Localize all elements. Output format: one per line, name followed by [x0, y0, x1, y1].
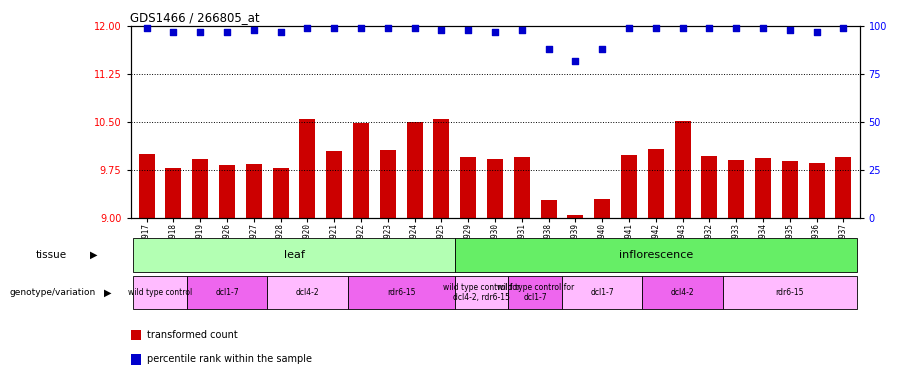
Point — [381, 25, 395, 31]
Bar — [454, 276, 508, 309]
Bar — [562, 276, 643, 309]
Point — [729, 25, 743, 31]
Bar — [460, 157, 476, 218]
Bar — [723, 276, 857, 309]
Point — [756, 25, 770, 31]
Bar — [187, 276, 267, 309]
Text: GDS1466 / 266805_at: GDS1466 / 266805_at — [130, 11, 260, 24]
Point — [408, 25, 422, 31]
Point — [675, 25, 689, 31]
Bar — [380, 150, 396, 217]
Point — [434, 27, 448, 33]
Bar — [755, 158, 771, 218]
Bar — [835, 157, 851, 218]
Text: tissue: tissue — [36, 250, 68, 260]
Point — [595, 46, 609, 52]
Point — [166, 29, 181, 35]
Text: rdr6-15: rdr6-15 — [387, 288, 416, 297]
Bar — [267, 276, 347, 309]
Text: leaf: leaf — [284, 250, 304, 260]
Point — [622, 25, 636, 31]
Bar — [300, 118, 315, 218]
Bar — [675, 121, 690, 218]
Text: wild type control for
dcl1-7: wild type control for dcl1-7 — [497, 283, 574, 302]
Bar — [353, 123, 369, 218]
Text: dcl1-7: dcl1-7 — [215, 288, 238, 297]
Bar — [643, 276, 723, 309]
Bar — [508, 276, 562, 309]
Point — [193, 29, 207, 35]
Bar — [246, 164, 262, 218]
Point — [488, 29, 502, 35]
Point — [301, 25, 315, 31]
Point — [568, 58, 582, 64]
Point — [542, 46, 556, 52]
Bar — [139, 154, 155, 218]
Bar — [621, 155, 637, 218]
Point — [220, 29, 234, 35]
Bar — [219, 165, 235, 218]
Text: percentile rank within the sample: percentile rank within the sample — [147, 354, 311, 364]
Point — [274, 29, 288, 35]
Text: wild type control for
dcl4-2, rdr6-15: wild type control for dcl4-2, rdr6-15 — [443, 283, 520, 302]
Bar — [541, 200, 556, 217]
Text: inflorescence: inflorescence — [618, 250, 693, 260]
Bar — [701, 156, 717, 218]
Bar — [594, 199, 610, 217]
Text: genotype/variation: genotype/variation — [9, 288, 95, 297]
Bar — [728, 160, 744, 218]
Bar — [454, 238, 857, 272]
Point — [354, 25, 368, 31]
Point — [461, 27, 475, 33]
Point — [836, 25, 850, 31]
Point — [649, 25, 663, 31]
Point — [247, 27, 261, 33]
Bar — [434, 118, 449, 218]
Bar — [808, 164, 824, 218]
Text: dcl1-7: dcl1-7 — [590, 288, 614, 297]
Text: transformed count: transformed count — [147, 330, 238, 340]
Point — [515, 27, 529, 33]
Point — [327, 25, 341, 31]
Bar — [326, 150, 342, 217]
Point — [702, 25, 716, 31]
Bar — [648, 148, 664, 217]
Text: dcl4-2: dcl4-2 — [295, 288, 319, 297]
Bar — [782, 161, 798, 218]
Point — [140, 25, 154, 31]
Bar — [514, 157, 530, 218]
Bar — [567, 215, 583, 217]
Bar — [133, 276, 187, 309]
Bar — [192, 159, 208, 218]
Bar — [166, 168, 182, 217]
Bar — [407, 122, 423, 218]
Bar — [133, 238, 454, 272]
Text: rdr6-15: rdr6-15 — [776, 288, 804, 297]
Text: dcl4-2: dcl4-2 — [670, 288, 695, 297]
Bar — [347, 276, 454, 309]
Point — [809, 29, 824, 35]
Text: ▶: ▶ — [104, 288, 111, 297]
Text: wild type control: wild type control — [128, 288, 192, 297]
Point — [783, 27, 797, 33]
Text: ▶: ▶ — [90, 250, 97, 260]
Bar — [487, 159, 503, 218]
Bar — [273, 168, 289, 217]
